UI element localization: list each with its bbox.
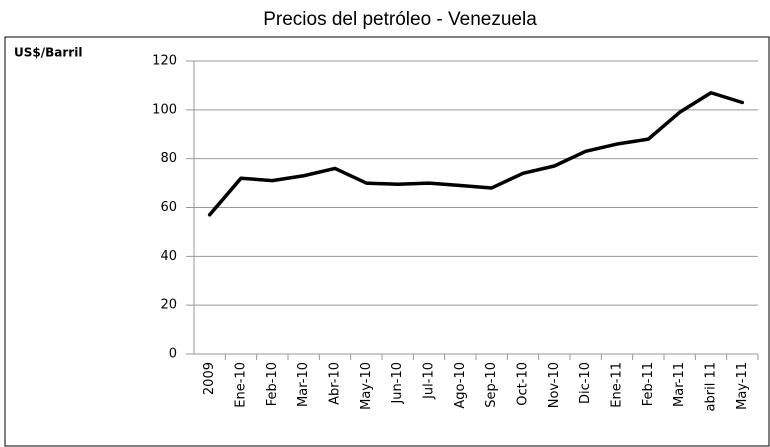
x-tick-label: Sep-10	[484, 362, 499, 408]
x-tick-label: May-10	[359, 362, 374, 410]
x-tick-label: Jun-10	[390, 362, 405, 405]
x-tick-label: Mar-11	[672, 362, 687, 407]
y-axis-label: US$/Barril	[14, 46, 82, 60]
chart-frame	[4, 36, 770, 447]
x-tick-label: 2009	[202, 362, 217, 395]
x-tick-label: May-11	[735, 362, 750, 410]
chart-title: Precios del petróleo - Venezuela	[263, 9, 537, 30]
x-tick-label: Ago-10	[453, 362, 468, 409]
y-tick-label: 100	[152, 102, 177, 117]
y-tick-label: 120	[152, 54, 177, 69]
y-tick-label: 0	[169, 347, 177, 362]
x-tick-label: Mar-10	[296, 362, 311, 407]
x-tick-label: Oct-10	[516, 362, 531, 406]
x-tick-label: Ene-11	[610, 362, 625, 408]
x-tick-label: Ene-10	[234, 362, 249, 408]
x-tick-label: Feb-10	[265, 362, 280, 406]
y-tick-label: 20	[160, 298, 177, 313]
x-tick-label: Jul-10	[422, 362, 437, 400]
x-tick-label: Nov-10	[547, 362, 562, 408]
x-tick-label: Dic-10	[578, 362, 593, 404]
x-tick-label: abril 11	[704, 362, 719, 411]
x-tick-label: Abr-10	[328, 362, 343, 405]
y-tick-label: 60	[160, 200, 177, 215]
y-tick-label: 80	[160, 151, 177, 166]
line-series	[207, 90, 745, 217]
y-tick-label: 40	[160, 249, 177, 264]
x-tick-label: Feb-11	[641, 362, 656, 406]
